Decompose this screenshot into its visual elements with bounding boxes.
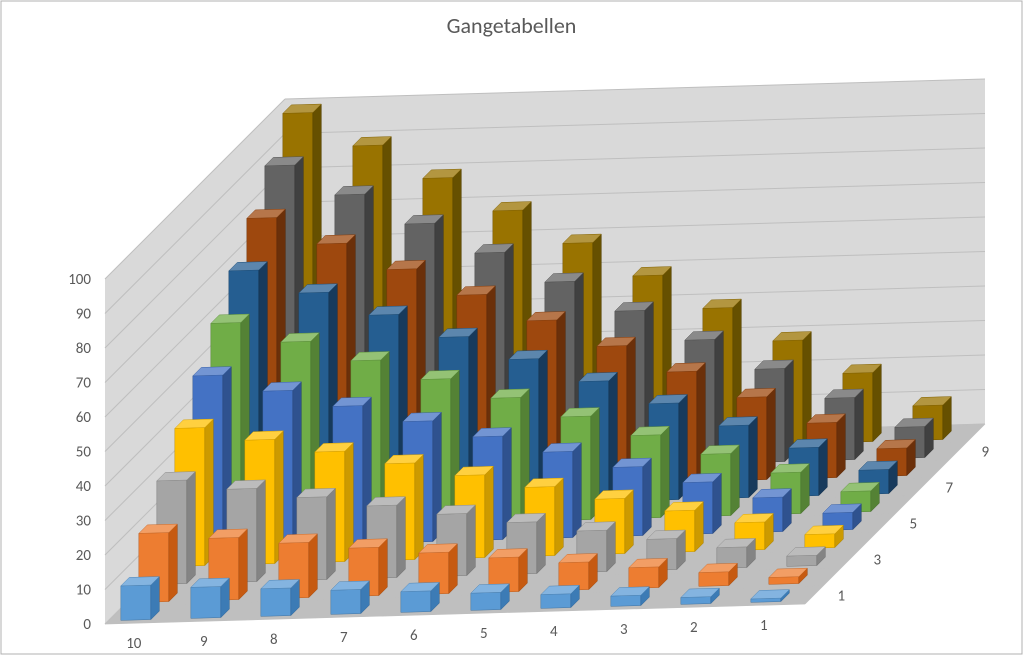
bar — [699, 563, 737, 586]
y-axis-label: 20 — [76, 547, 92, 565]
z-axis-label: 9 — [982, 444, 990, 462]
x-axis-label: 3 — [620, 621, 628, 639]
chart-svg: 0 10 20 30 40 50 60 70 80 90 100 10 9 8 7 6 5 4 3 2 1 1 3 5 7 9 — [0, 0, 1023, 655]
bar — [471, 584, 509, 611]
x-axis-label: 6 — [410, 627, 418, 645]
bar — [805, 525, 843, 548]
z-axis-label: 7 — [946, 480, 954, 498]
x-axis-label: 1 — [760, 617, 768, 635]
x-axis-label: 9 — [200, 633, 208, 651]
x-axis-label: 7 — [340, 629, 348, 647]
x-axis-label: 5 — [480, 625, 488, 643]
chart-title: Gangetabellen — [0, 12, 1023, 39]
y-axis-label: 10 — [76, 582, 92, 600]
x-axis-label: 8 — [270, 631, 278, 649]
bar — [121, 577, 159, 621]
y-axis-label: 90 — [76, 306, 92, 324]
x-axis-label: 2 — [690, 619, 698, 637]
bar — [191, 578, 229, 618]
x-axis-label: 4 — [550, 623, 558, 641]
bar — [559, 553, 597, 590]
bar — [629, 558, 667, 588]
x-axis-label: 10 — [126, 635, 142, 653]
chart-container: Gangetabellen 0 10 20 30 40 50 60 70 80 90 100 10 9 8… — [0, 0, 1023, 655]
y-axis-label: 60 — [76, 409, 92, 427]
y-axis-label: 80 — [76, 340, 92, 358]
z-axis-label: 3 — [874, 552, 882, 570]
bar — [261, 579, 299, 616]
bar — [401, 582, 439, 612]
y-axis-label: 50 — [76, 444, 92, 462]
bar — [541, 585, 579, 608]
y-axis-label: 30 — [76, 513, 92, 531]
bar — [331, 581, 369, 614]
y-axis-label: 100 — [68, 271, 91, 289]
z-axis-label: 5 — [910, 516, 918, 534]
y-axis-label: 40 — [76, 478, 92, 496]
z-axis-label: 1 — [838, 588, 846, 606]
y-axis-label: 70 — [76, 375, 92, 393]
y-axis-label: 0 — [83, 616, 91, 634]
